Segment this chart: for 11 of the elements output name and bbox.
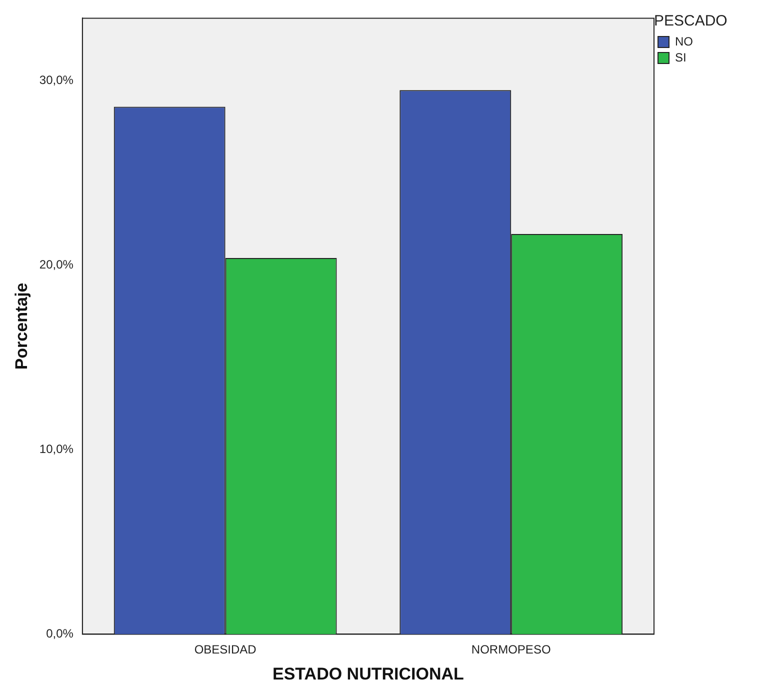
- y-axis-title: Porcentaje: [12, 282, 31, 370]
- x-axis-title: ESTADO NUTRICIONAL: [272, 664, 464, 684]
- legend-title: PESCADO: [654, 12, 728, 30]
- y-tick-label: 20,0%: [39, 258, 74, 272]
- x-tick-label: OBESIDAD: [194, 642, 257, 657]
- legend-label: SI: [675, 50, 686, 64]
- y-tick-label: 10,0%: [39, 442, 74, 456]
- y-tick-label: 30,0%: [39, 73, 74, 88]
- y-tick-label: 0,0%: [46, 626, 74, 641]
- legend-label: NO: [675, 34, 693, 48]
- x-tick-label: NORMOPESO: [471, 642, 551, 657]
